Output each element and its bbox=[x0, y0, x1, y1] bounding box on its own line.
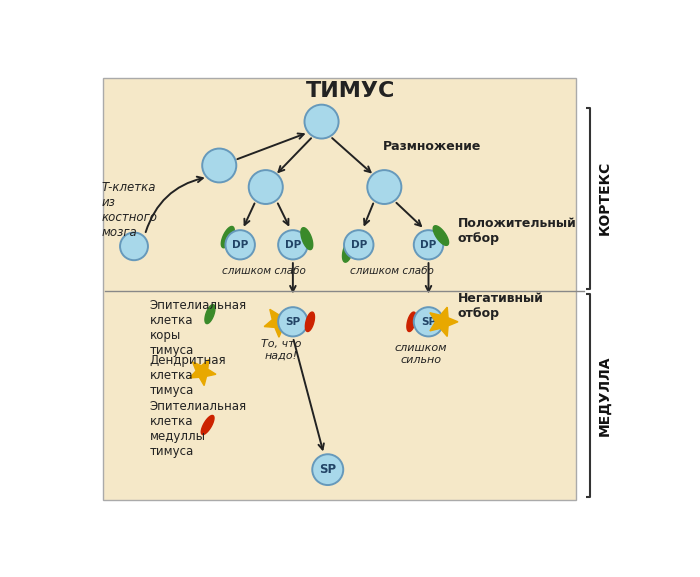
Polygon shape bbox=[342, 239, 354, 262]
Circle shape bbox=[225, 230, 255, 260]
Polygon shape bbox=[264, 309, 294, 337]
Polygon shape bbox=[305, 312, 314, 332]
Text: Негативный
отбор: Негативный отбор bbox=[458, 293, 544, 320]
Polygon shape bbox=[407, 312, 416, 332]
Polygon shape bbox=[190, 359, 216, 385]
Text: Т-клетка
из
костного
мозга: Т-клетка из костного мозга bbox=[102, 181, 158, 239]
Circle shape bbox=[120, 233, 148, 260]
Text: Размножение: Размножение bbox=[383, 140, 482, 153]
Text: DP: DP bbox=[351, 240, 367, 250]
Polygon shape bbox=[433, 226, 449, 245]
Text: слишком слабо: слишком слабо bbox=[223, 266, 306, 276]
Circle shape bbox=[278, 230, 307, 260]
Polygon shape bbox=[221, 226, 234, 248]
Text: SP: SP bbox=[421, 317, 436, 327]
Text: DP: DP bbox=[285, 240, 301, 250]
Text: DP: DP bbox=[232, 240, 248, 250]
Circle shape bbox=[304, 104, 339, 138]
FancyBboxPatch shape bbox=[103, 78, 575, 500]
Circle shape bbox=[414, 230, 443, 260]
Circle shape bbox=[414, 307, 443, 336]
Polygon shape bbox=[205, 305, 215, 324]
Text: Эпителиальная
клетка
медуллы
тимуса: Эпителиальная клетка медуллы тимуса bbox=[150, 400, 246, 458]
Polygon shape bbox=[201, 415, 214, 434]
Circle shape bbox=[344, 230, 374, 260]
Text: SP: SP bbox=[286, 317, 300, 327]
Text: Эпителиальная
клетка
коры
тимуса: Эпителиальная клетка коры тимуса bbox=[150, 299, 246, 357]
Circle shape bbox=[312, 454, 343, 485]
Text: слишком слабо: слишком слабо bbox=[350, 266, 434, 276]
Text: Положительный
отбор: Положительный отбор bbox=[458, 217, 577, 245]
Text: Дендритная
клетка
тимуса: Дендритная клетка тимуса bbox=[150, 354, 226, 397]
Text: SP: SP bbox=[319, 463, 336, 476]
Polygon shape bbox=[301, 228, 313, 250]
Circle shape bbox=[278, 307, 307, 336]
Text: слишком
сильно: слишком сильно bbox=[395, 343, 447, 365]
Text: DP: DP bbox=[421, 240, 437, 250]
Circle shape bbox=[368, 170, 401, 204]
Text: ТИМУС: ТИМУС bbox=[307, 81, 396, 101]
Text: МЕДУЛЛА: МЕДУЛЛА bbox=[598, 355, 612, 436]
Circle shape bbox=[248, 170, 283, 204]
Circle shape bbox=[202, 148, 237, 182]
Polygon shape bbox=[430, 307, 458, 336]
Text: КОРТЕКС: КОРТЕКС bbox=[598, 161, 612, 235]
Text: То, что
надо!: То, что надо! bbox=[261, 339, 302, 361]
